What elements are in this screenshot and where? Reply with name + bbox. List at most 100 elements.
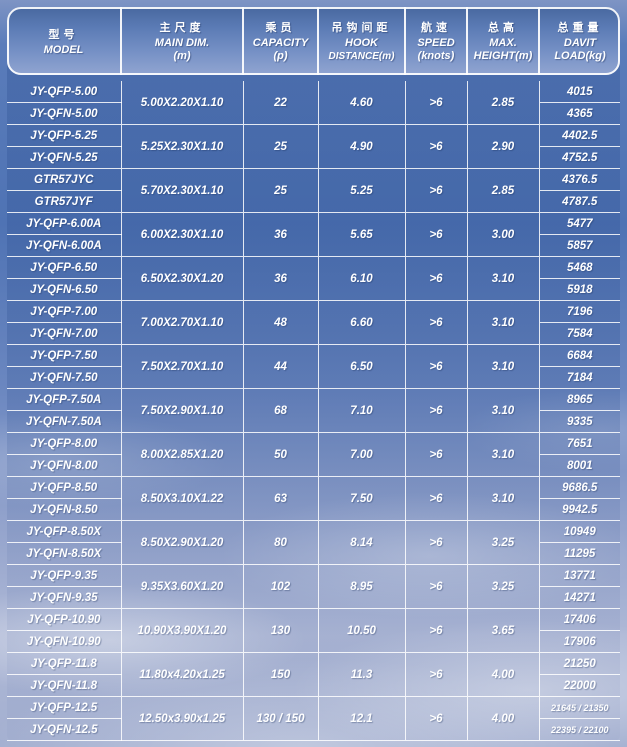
main-dim-cell: 12.50x3.90x1.25: [120, 696, 243, 741]
davit-load-cell: 4365: [538, 102, 620, 125]
column-label-en: MAIN DIM.: [154, 37, 210, 49]
davit-load-cell: 9686.5: [538, 476, 620, 499]
max-height-cell: 3.10: [466, 256, 539, 301]
capacity-cell: 25: [242, 124, 318, 169]
hook-distance-cell: 6.60: [317, 300, 405, 345]
column-label-unit: (p): [273, 50, 288, 62]
column-label-en: SPEED: [417, 37, 455, 49]
speed-cell: >6: [404, 300, 467, 345]
hook-distance-cell: 7.50: [317, 476, 405, 521]
davit-load-cell: 10949: [538, 520, 620, 543]
table-row: JY-QFP-10.90 10.90X3.90X1.20 130 10.50 >…: [7, 608, 620, 653]
model-cell: JY-QFP-12.5: [7, 696, 121, 719]
davit-load-cell: 4787.5: [538, 190, 620, 213]
max-height-cell: 3.10: [466, 344, 539, 389]
table-row: JY-QFP-11.8 11.80x4.20x1.25 150 11.3 >6 …: [7, 652, 620, 697]
table-row: JY-QFP-5.00 5.00X2.20X1.10 22 4.60 >6 2.…: [7, 81, 620, 125]
table-row: JY-QFN-7.00 7584: [7, 322, 620, 345]
model-cell: JY-QFP-8.00: [7, 432, 121, 455]
davit-load-cell: 21250: [538, 652, 620, 675]
speed-cell: >6: [404, 564, 467, 609]
speed-cell: >6: [404, 212, 467, 257]
davit-load-cell: 21645 / 21350: [538, 696, 620, 719]
davit-load-cell: 5468: [538, 256, 620, 279]
table-row: JY-QFN-9.35 14271: [7, 586, 620, 609]
model-cell: JY-QFN-11.8: [7, 674, 121, 697]
capacity-cell: 36: [242, 212, 318, 257]
hook-distance-cell: 12.1: [317, 696, 405, 741]
model-cell: JY-QFN-8.50: [7, 498, 121, 521]
davit-load-cell: 17906: [538, 630, 620, 653]
column-label-en: CAPACITY: [252, 37, 309, 49]
hook-distance-cell: 6.10: [317, 256, 405, 301]
max-height-cell: 3.10: [466, 388, 539, 433]
main-dim-cell: 8.50X3.10X1.22: [120, 476, 243, 521]
model-cell: GTR57JYC: [7, 168, 121, 191]
max-height-cell: 2.85: [466, 81, 539, 125]
column-label-unit: LOAD(kg): [554, 50, 606, 62]
davit-load-cell: 7584: [538, 322, 620, 345]
davit-load-cell: 9335: [538, 410, 620, 433]
speed-cell: >6: [404, 344, 467, 389]
hook-distance-cell: 7.00: [317, 432, 405, 477]
column-header-max-height: 总高 MAX. HEIGHT(m): [466, 7, 539, 75]
capacity-cell: 48: [242, 300, 318, 345]
main-dim-cell: 5.70X2.30X1.10: [120, 168, 243, 213]
davit-load-cell: 7196: [538, 300, 620, 323]
capacity-cell: 130: [242, 608, 318, 653]
davit-load-cell: 7651: [538, 432, 620, 455]
main-dim-cell: 5.00X2.20X1.10: [120, 81, 243, 125]
max-height-cell: 3.10: [466, 300, 539, 345]
speed-cell: >6: [404, 696, 467, 741]
column-header-davit-load: 总重量 DAVIT LOAD(kg): [538, 7, 620, 75]
davit-load-cell: 14271: [538, 586, 620, 609]
main-dim-cell: 9.35X3.60X1.20: [120, 564, 243, 609]
hook-distance-cell: 8.95: [317, 564, 405, 609]
main-dim-cell: 5.25X2.30X1.10: [120, 124, 243, 169]
column-label-unit: (m): [173, 50, 191, 62]
davit-load-cell: 4015: [538, 81, 620, 103]
table-row: JY-QFP-7.50A 7.50X2.90X1.10 68 7.10 >6 3…: [7, 388, 620, 433]
model-cell: JY-QFP-6.00A: [7, 212, 121, 235]
hook-distance-cell: 11.3: [317, 652, 405, 697]
hook-distance-cell: 8.14: [317, 520, 405, 565]
main-dim-cell: 7.00X2.70X1.10: [120, 300, 243, 345]
table-row: JY-QFN-12.5 22395 / 22100: [7, 718, 620, 741]
davit-load-cell: 8001: [538, 454, 620, 477]
hook-distance-cell: 7.10: [317, 388, 405, 433]
davit-load-cell: 4402.5: [538, 124, 620, 147]
model-cell: JY-QFN-7.50: [7, 366, 121, 389]
capacity-cell: 25: [242, 168, 318, 213]
spec-table: 型号 MODEL 主尺度 MAIN DIM. (m) 乘员 CAPACITY (…: [7, 7, 620, 741]
max-height-cell: 4.00: [466, 652, 539, 697]
table-row: JY-QFN-6.50 5918: [7, 278, 620, 301]
model-cell: JY-QFN-8.50X: [7, 542, 121, 565]
hook-distance-cell: 4.60: [317, 81, 405, 125]
model-cell: JY-QFP-8.50: [7, 476, 121, 499]
max-height-cell: 3.25: [466, 520, 539, 565]
speed-cell: >6: [404, 520, 467, 565]
davit-load-cell: 8965: [538, 388, 620, 411]
table-row: JY-QFP-6.00A 6.00X2.30X1.10 36 5.65 >6 3…: [7, 212, 620, 257]
table-row: JY-QFN-7.50 7184: [7, 366, 620, 389]
davit-load-cell: 6684: [538, 344, 620, 367]
davit-load-cell: 22395 / 22100: [538, 718, 620, 741]
capacity-cell: 22: [242, 81, 318, 125]
davit-load-cell: 7184: [538, 366, 620, 389]
column-label-zh: 总重量: [557, 22, 603, 34]
table-row: JY-QFN-10.90 17906: [7, 630, 620, 653]
speed-cell: >6: [404, 388, 467, 433]
column-label-zh: 型号: [48, 28, 79, 41]
max-height-cell: 4.00: [466, 696, 539, 741]
table-row: GTR57JYC 5.70X2.30X1.10 25 5.25 >6 2.85 …: [7, 168, 620, 213]
column-header-model: 型号 MODEL: [7, 7, 121, 75]
davit-load-cell: 11295: [538, 542, 620, 565]
hook-distance-cell: 6.50: [317, 344, 405, 389]
model-cell: JY-QFN-5.00: [7, 102, 121, 125]
model-cell: JY-QFP-5.00: [30, 85, 98, 98]
table-row: JY-QFP-6.50 6.50X2.30X1.20 36 6.10 >6 3.…: [7, 256, 620, 301]
davit-load-cell: 9942.5: [538, 498, 620, 521]
table-row: GTR57JYF 4787.5: [7, 190, 620, 213]
capacity-cell: 50: [242, 432, 318, 477]
table-row: JY-QFP-7.50 7.50X2.70X1.10 44 6.50 >6 3.…: [7, 344, 620, 389]
